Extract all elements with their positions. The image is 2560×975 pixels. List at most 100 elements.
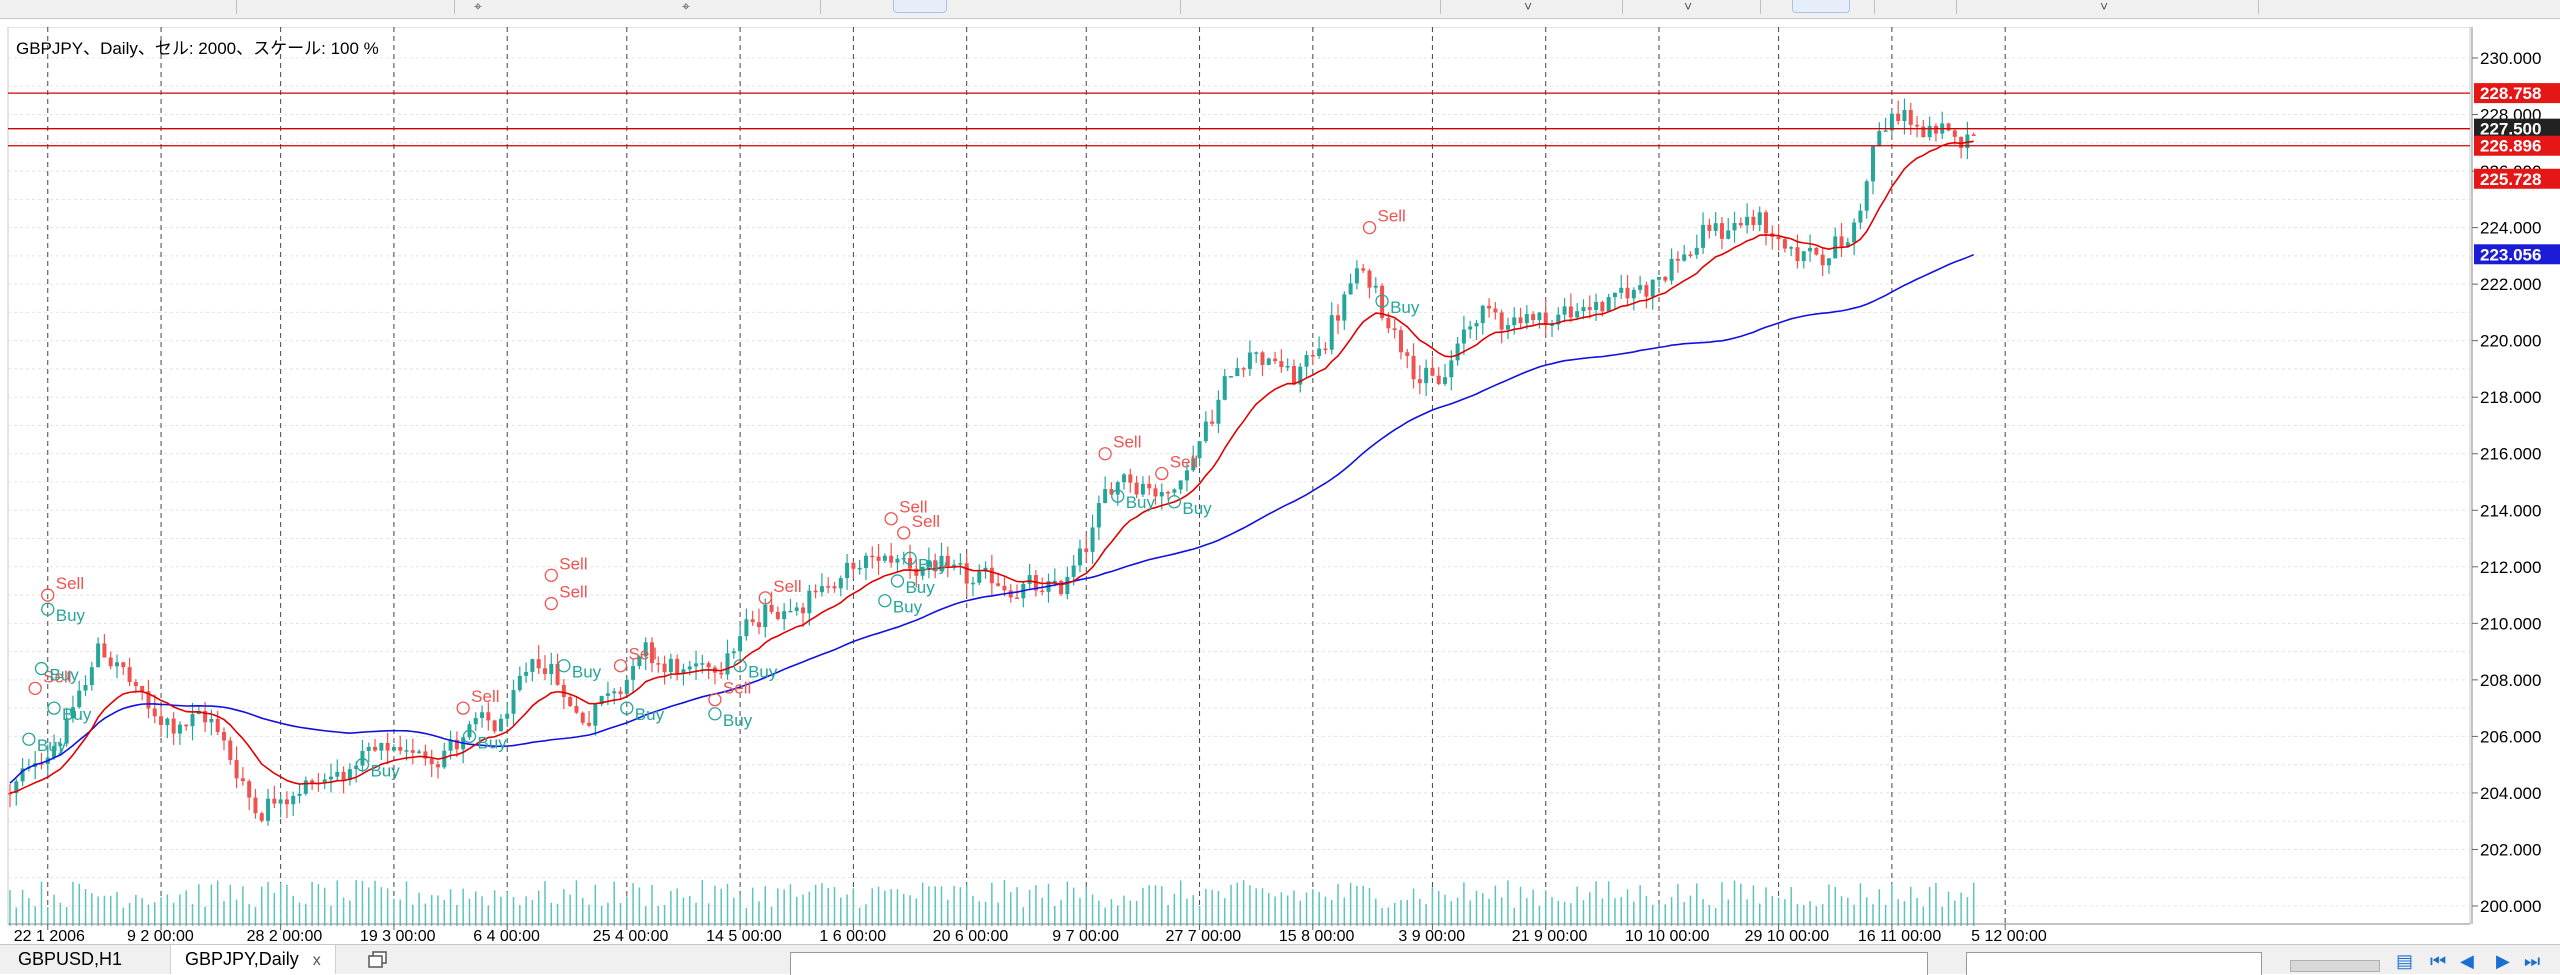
candle-body — [253, 797, 258, 814]
buy-label: Buy — [905, 578, 935, 597]
horizontal-lines[interactable] — [8, 92, 2470, 147]
candle-body — [341, 771, 346, 781]
candle-body — [1430, 367, 1435, 376]
scroll-thumb[interactable] — [2290, 960, 2380, 972]
candle-body — [385, 742, 390, 751]
candle-body — [643, 642, 648, 657]
toolbar: ⌖ ⌖ ˅ ˅ ˅ — [0, 0, 2560, 19]
candle-body — [102, 643, 107, 658]
candle-body — [284, 799, 289, 805]
candle-body — [133, 681, 138, 686]
candle-body — [1424, 367, 1429, 384]
candle-body — [159, 716, 164, 725]
chevron-down-icon[interactable]: ˅ — [1524, 0, 1533, 14]
volume-bars — [9, 880, 1975, 926]
candle-body — [171, 718, 176, 734]
toolbar-separator — [1180, 0, 1181, 14]
candle-body — [448, 739, 453, 751]
candle-body — [1650, 279, 1655, 297]
candle-body — [530, 659, 535, 672]
candle-body — [14, 781, 19, 794]
tab-gbpusd-h1[interactable]: GBPUSD,H1 — [18, 945, 122, 974]
prev-step-icon[interactable]: ◀ — [2460, 951, 2474, 971]
price-chart[interactable]: SellBuySellBuyBuyBuyBuySellBuySellSellBu… — [0, 27, 2560, 944]
candle-body — [933, 560, 938, 572]
candle-body — [1927, 125, 1932, 138]
last-page-icon[interactable]: ⏭ — [2524, 951, 2541, 971]
candle-body — [1719, 223, 1724, 239]
candle-body — [1908, 110, 1913, 125]
candle-body — [1965, 134, 1970, 149]
candle-body — [247, 781, 252, 798]
candle-body — [694, 663, 699, 667]
candle-body — [297, 793, 302, 796]
next-icon[interactable]: ▶ — [2496, 951, 2510, 971]
candle-body — [958, 563, 963, 565]
signal-circle — [355, 758, 370, 772]
candle-body — [1531, 314, 1536, 321]
toolbar-separator — [1874, 0, 1875, 14]
candle-body — [756, 622, 761, 628]
candle-body — [1059, 580, 1064, 595]
chevron-down-icon[interactable]: ˅ — [1684, 0, 1693, 14]
buy-label: Buy — [1126, 493, 1156, 512]
signal-circle — [1111, 489, 1125, 503]
candle-body — [1600, 302, 1605, 312]
x-tick-label: 15 8 00:00 — [1279, 928, 1355, 944]
candle-body — [1480, 305, 1485, 324]
candle-body — [750, 619, 755, 623]
candle-body — [549, 663, 554, 675]
toolbar-toggle-button[interactable] — [1792, 0, 1850, 13]
candle-body — [1808, 247, 1813, 252]
text-tool-icon[interactable]: ⌖ — [682, 0, 690, 14]
candle-body — [442, 750, 447, 768]
candle-body — [1826, 258, 1831, 266]
moving-averages — [9, 140, 1975, 794]
crosshair-icon[interactable]: ⌖ — [474, 0, 482, 14]
first-page-icon[interactable]: ▤ — [2396, 951, 2414, 971]
candle-body — [1008, 590, 1013, 598]
candle-body — [1518, 317, 1523, 324]
toolbar-separator — [236, 0, 237, 14]
x-tick-label: 21 9 00:00 — [1512, 928, 1588, 944]
candle-body — [1764, 212, 1769, 234]
buy-label: Buy — [49, 666, 79, 685]
candle-body — [1524, 314, 1529, 324]
candle-body — [1115, 482, 1120, 495]
price-tag — [2474, 244, 2560, 265]
close-tab-icon[interactable]: x — [312, 952, 321, 969]
candle-body — [1732, 223, 1737, 231]
candle-body — [1814, 247, 1819, 255]
x-tick-label: 1 6 00:00 — [819, 928, 886, 944]
bottom-bar: GBPUSD,H1 GBPJPY,Daily x ▤ ⏮ ◀ ▶ ⏭ — [0, 944, 2560, 975]
candle-body — [1147, 483, 1152, 489]
prev-icon[interactable]: ⏮ — [2430, 951, 2447, 971]
candle-body — [1713, 223, 1718, 231]
candle-body — [1027, 575, 1032, 584]
buy-label: Buy — [1182, 499, 1212, 518]
candle-body — [1537, 312, 1542, 321]
new-window-icon[interactable] — [368, 951, 388, 968]
toolbar-toggle-button[interactable] — [893, 0, 947, 13]
candle-body — [681, 669, 686, 674]
candle-body — [1858, 210, 1863, 223]
chevron-down-icon[interactable]: ˅ — [2100, 0, 2109, 14]
buy-label: Buy — [37, 736, 67, 755]
candle-body — [1883, 130, 1888, 132]
sell-label: Sell — [559, 554, 587, 573]
candle-body — [96, 643, 101, 668]
candle-body — [1247, 352, 1252, 369]
signal-circle — [613, 659, 628, 673]
toolbar-separator — [820, 0, 821, 14]
candle-body — [1594, 302, 1599, 310]
candle-body — [876, 556, 881, 561]
y-tick-label: 224.000 — [2480, 219, 2541, 238]
candle-body — [1505, 325, 1510, 330]
tab-gbpjpy-daily[interactable]: GBPJPY,Daily x — [170, 945, 336, 974]
candle-body — [165, 718, 170, 725]
candle-body — [819, 586, 824, 593]
chart-area[interactable]: Sell Buy Sell Buy Buy Buy Buy Sell Buy Sell Sell Bu… — [0, 27, 2560, 944]
candle-body — [1241, 368, 1246, 370]
chart-scroll-box[interactable] — [1966, 952, 2262, 975]
candle-body — [1625, 287, 1630, 299]
